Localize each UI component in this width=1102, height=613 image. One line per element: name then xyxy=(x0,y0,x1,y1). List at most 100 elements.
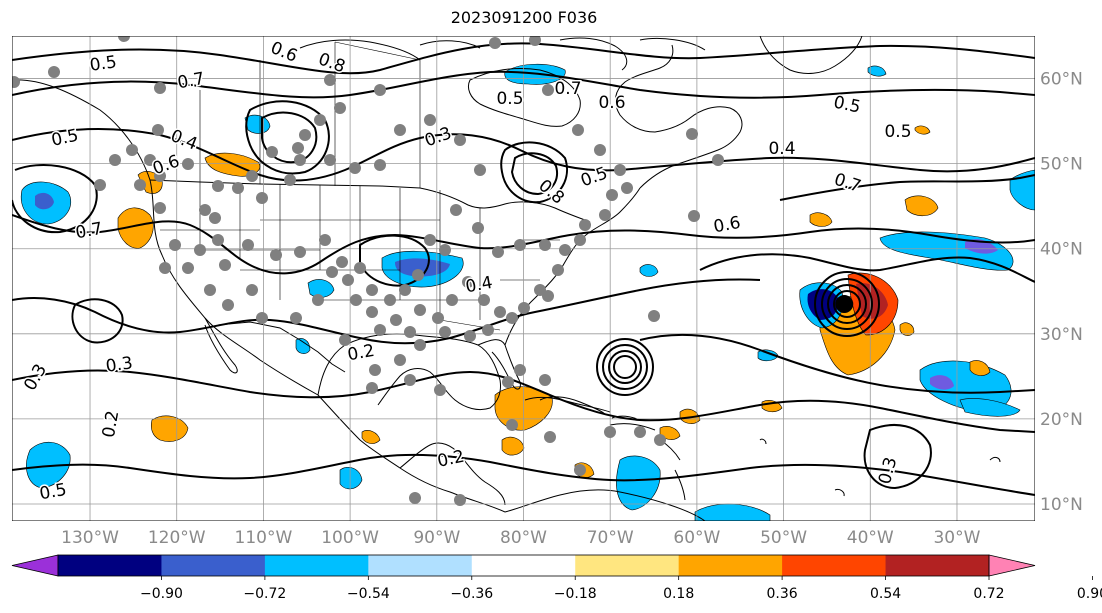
contour-lines xyxy=(12,42,1035,496)
observation-dot xyxy=(390,314,402,326)
observation-dot xyxy=(324,154,336,166)
observation-dot xyxy=(256,192,268,204)
coast-caribbean xyxy=(524,396,686,501)
observation-dot xyxy=(326,266,338,278)
atlantic-islands xyxy=(759,438,1001,497)
colorbar xyxy=(11,554,1093,580)
colorbar-tick-label: −0.90 xyxy=(140,586,183,602)
contour-loop-canada-2 xyxy=(510,152,558,196)
observation-dot xyxy=(559,244,571,256)
gridlines xyxy=(12,36,1035,521)
observation-dot xyxy=(506,312,518,324)
observation-dot xyxy=(334,102,346,114)
lat-tick-label: 30°N xyxy=(1040,325,1083,345)
contour-south-1 xyxy=(12,369,1035,433)
observation-dot xyxy=(518,302,530,314)
colorbar-segment xyxy=(471,555,576,576)
colorbar-segment xyxy=(368,555,473,576)
colorbar-segment xyxy=(782,555,887,576)
observation-dot xyxy=(246,284,258,296)
coastlines xyxy=(12,36,1001,521)
shade-orange-west-coast xyxy=(117,207,154,249)
border-us-mexico xyxy=(217,321,346,373)
observation-dot xyxy=(574,234,586,246)
observation-dot xyxy=(374,159,386,171)
colorbar-extend-low xyxy=(11,554,59,577)
shade-orange-small-4 xyxy=(361,430,381,444)
observation-dot xyxy=(246,170,258,182)
observation-dot xyxy=(312,294,324,306)
coast-greenland xyxy=(759,36,863,74)
observation-dot xyxy=(284,174,296,186)
lon-tick-label: 110°W xyxy=(235,528,293,548)
observation-dot xyxy=(342,274,354,286)
observation-dot xyxy=(366,306,378,318)
contour-ring-caribbean-3 xyxy=(607,350,643,384)
observation-dot xyxy=(394,354,406,366)
observation-dot xyxy=(109,154,121,166)
coast-baja xyxy=(204,317,238,374)
observation-dot xyxy=(434,384,446,396)
observation-dot xyxy=(292,142,304,154)
observation-dot xyxy=(12,76,20,88)
contour-south-2 xyxy=(12,453,1035,496)
coast-us-east xyxy=(504,187,641,346)
colorbar-segment xyxy=(678,555,783,576)
shade-blue-small-2 xyxy=(639,264,659,277)
contour-ring-caribbean-1 xyxy=(595,338,655,396)
observation-dot xyxy=(194,244,206,256)
observation-dot xyxy=(350,294,362,306)
observation-dot xyxy=(154,82,166,94)
coast-south-america xyxy=(504,489,706,521)
colorbar-tick-label: −0.54 xyxy=(347,586,390,602)
observation-dot xyxy=(366,382,378,394)
colorbar-tick-label: 0.90 xyxy=(1077,586,1102,602)
contour-label: 0.7 xyxy=(74,219,104,243)
observation-dot xyxy=(514,364,526,376)
contour-label: 0.6 xyxy=(598,93,625,113)
shade-blue-small-3 xyxy=(295,338,311,354)
observation-dot xyxy=(154,202,166,214)
observation-dot xyxy=(366,284,378,296)
latitude-tick-labels: 60°N 50°N 40°N 30°N 20°N 10°N xyxy=(1040,70,1083,515)
colorbar-tick-label: −0.36 xyxy=(450,586,493,602)
contour-loop-canada xyxy=(500,141,568,204)
observation-dot xyxy=(169,239,181,251)
colorbar-tick-label: 0.72 xyxy=(973,586,1004,602)
observation-dot xyxy=(232,182,244,194)
map-title: 2023091200 F036 xyxy=(450,8,598,27)
observation-dot xyxy=(634,426,646,438)
observation-dot xyxy=(154,170,166,182)
coast-gulf-of-mexico xyxy=(317,333,501,411)
shade-orange-mid-atlantic xyxy=(809,212,833,227)
observation-dot xyxy=(472,222,484,234)
shade-blue-far-east-bottom xyxy=(959,398,1021,417)
lat-tick-label: 10°N xyxy=(1040,495,1083,515)
contour-loop-west xyxy=(71,298,124,344)
shade-blue-pacific-south xyxy=(339,467,363,490)
colorbar-extend-high xyxy=(988,554,1036,577)
contour-label: 0.5 xyxy=(89,52,119,76)
colorbar-segment xyxy=(264,555,369,576)
contour-wave-east-2 xyxy=(639,333,1035,394)
lon-tick-label: 100°W xyxy=(321,528,379,548)
shade-purple-east-lower xyxy=(930,375,954,390)
colorbar-segment xyxy=(575,555,680,576)
observation-dot xyxy=(152,124,164,136)
contour-ring-hurricane-4 xyxy=(832,290,862,318)
observation-dot xyxy=(412,269,424,281)
shade-orange-caribbean xyxy=(501,436,525,456)
shade-blue-east-edge xyxy=(1009,169,1035,211)
observation-dot xyxy=(182,158,194,170)
observation-dot xyxy=(432,312,444,324)
lat-tick-label: 20°N xyxy=(1040,410,1083,430)
observation-dot xyxy=(404,374,416,386)
contour-label: 0.5 xyxy=(496,89,523,109)
contour-mid-1 xyxy=(12,128,1035,182)
contour-ring-caribbean-4 xyxy=(612,355,638,379)
shade-blue-pacific-sw xyxy=(26,442,71,489)
observation-dot xyxy=(339,334,351,346)
contour-wave-east xyxy=(699,253,1035,283)
observation-dot xyxy=(439,244,451,256)
lon-tick-label: 130°W xyxy=(61,528,119,548)
